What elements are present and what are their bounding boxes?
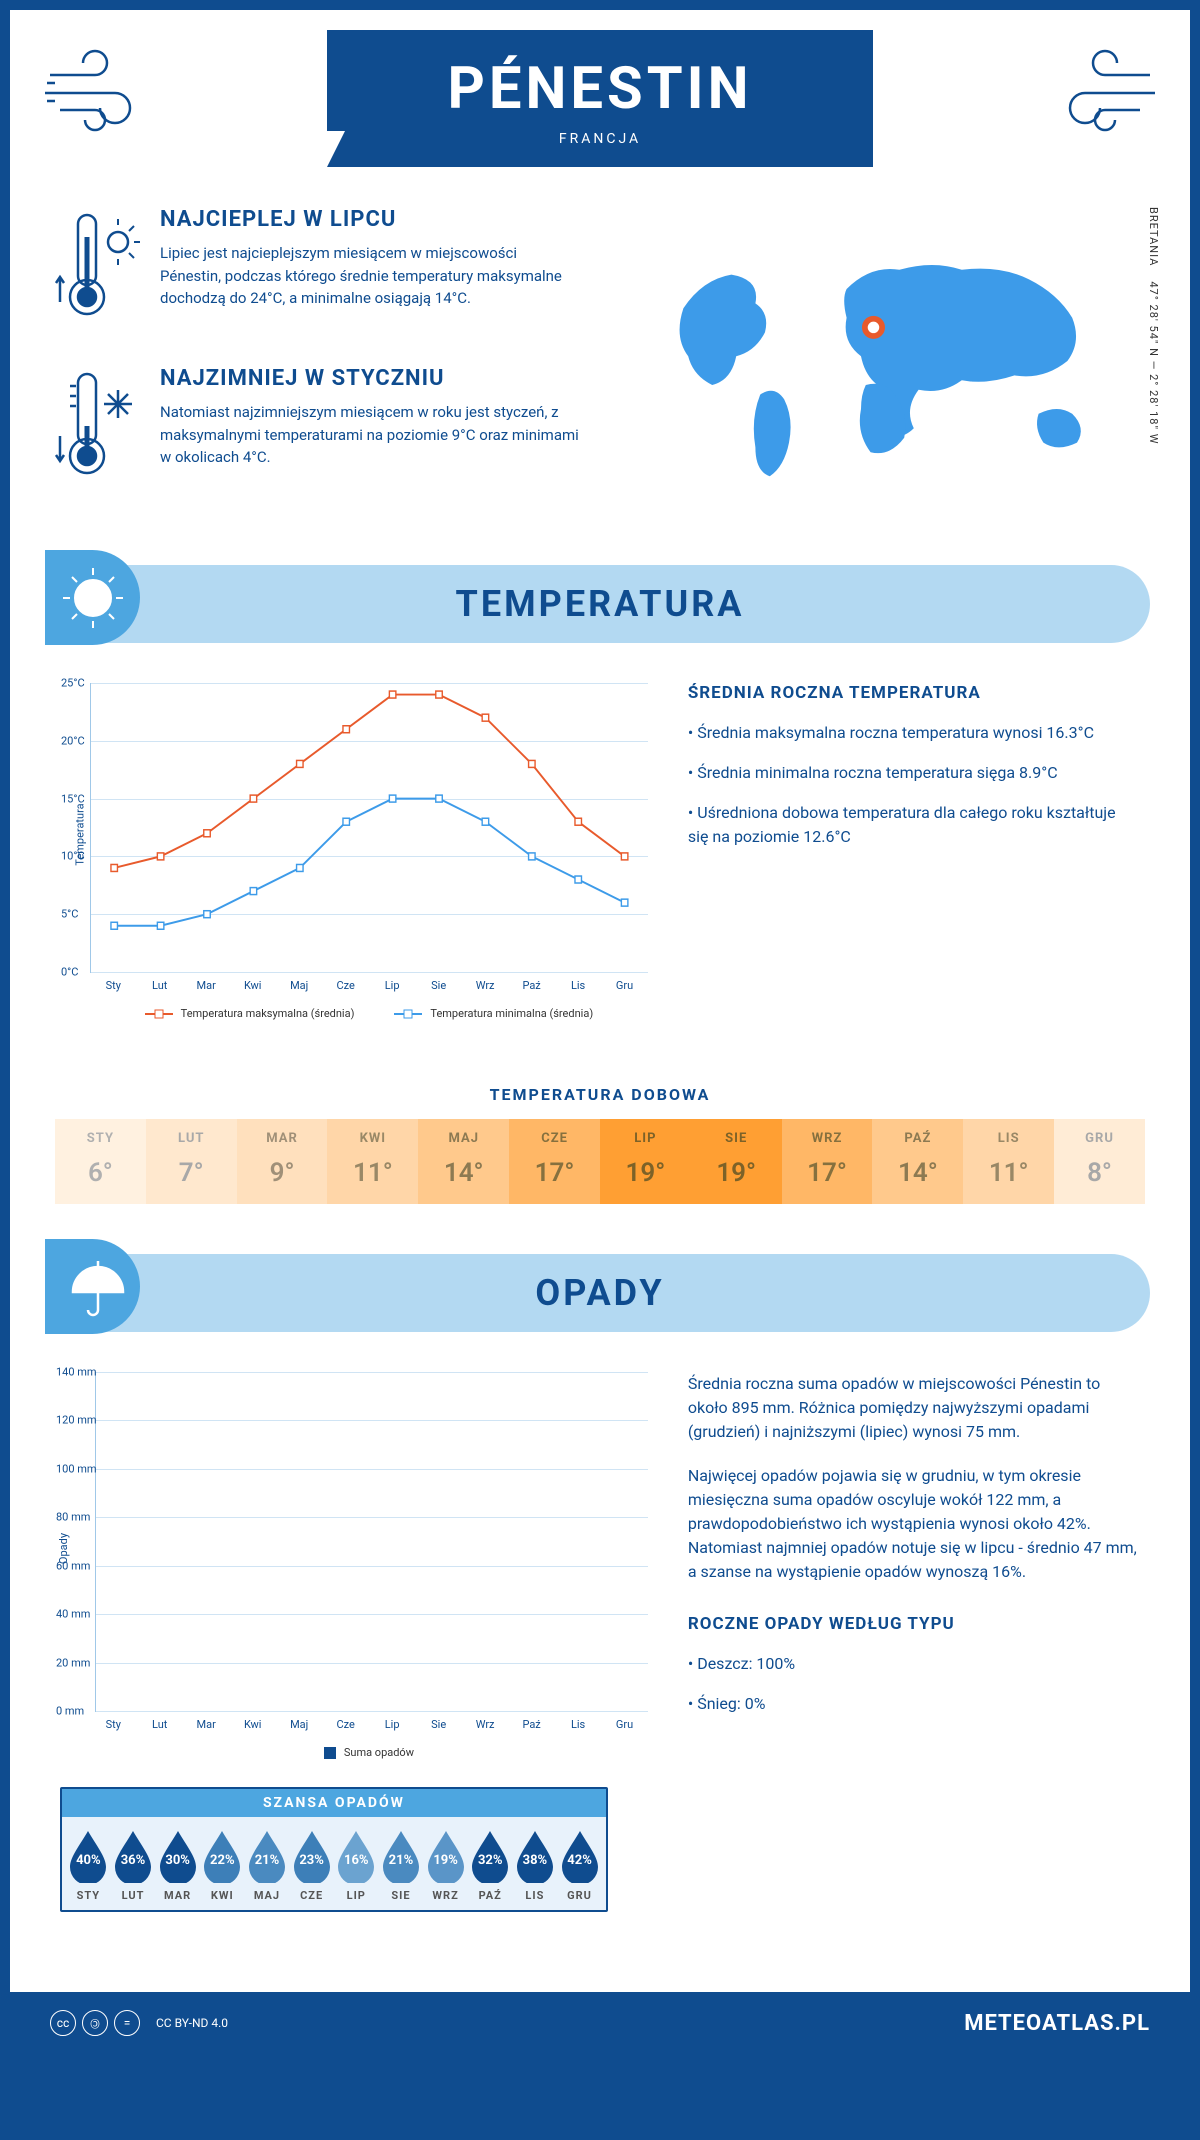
country-name: FRANCJA	[447, 131, 752, 147]
coldest-text: Natomiast najzimniejszym miesiącem w rok…	[160, 401, 580, 469]
daily-temp-table: STY6°LUT7°MAR9°KWI11°MAJ14°CZE17°LIP19°S…	[55, 1119, 1145, 1204]
temp-chart-area: Temperatura 0°C5°C10°C15°C20°C25°C StyLu…	[10, 643, 1190, 1060]
thermometer-hot-icon	[50, 207, 140, 331]
nd-icon: =	[114, 2010, 140, 2036]
coordinates: BRETANIA 47° 28' 54" N — 2° 28' 18" W	[1147, 207, 1160, 445]
temp-legend: Temperatura maksymalna (średnia) Tempera…	[90, 1007, 648, 1020]
temp-info: ŚREDNIA ROCZNA TEMPERATURA • Średnia mak…	[688, 683, 1140, 1020]
title-ribbon: PÉNESTIN FRANCJA	[327, 30, 872, 167]
header: PÉNESTIN FRANCJA	[10, 10, 1190, 207]
footer: cc 🄯 = CC BY-ND 4.0 METEOATLAS.PL	[10, 1992, 1190, 2054]
by-icon: 🄯	[82, 2010, 108, 2036]
rain-chance-table: SZANSA OPADÓW 40%STY36%LUT30%MAR22%KWI21…	[60, 1787, 608, 1912]
city-name: PÉNESTIN	[447, 55, 752, 123]
warmest-text: Lipiec jest najcieplejszym miesiącem w m…	[160, 242, 580, 310]
coldest-fact: NAJZIMNIEJ W STYCZNIU Natomiast najzimni…	[50, 366, 580, 490]
coldest-title: NAJZIMNIEJ W STYCZNIU	[160, 366, 580, 391]
rain-section-title: OPADY	[50, 1254, 1150, 1332]
cc-icon: cc	[50, 2010, 76, 2036]
license: cc 🄯 = CC BY-ND 4.0	[50, 2010, 228, 2036]
wind-icon	[1035, 45, 1155, 135]
temp-section-title: TEMPERATURA	[50, 565, 1150, 643]
warmest-title: NAJCIEPLEJ W LIPCU	[160, 207, 580, 232]
world-map: BRETANIA 47° 28' 54" N — 2° 28' 18" W	[620, 207, 1150, 525]
precipitation-bar-chart: Opady 0 mm20 mm40 mm60 mm80 mm100 mm120 …	[95, 1372, 648, 1712]
temperature-line-chart: Temperatura 0°C5°C10°C15°C20°C25°C	[90, 683, 648, 973]
intro-section: NAJCIEPLEJ W LIPCU Lipiec jest najcieple…	[10, 207, 1190, 565]
daily-temp-title: TEMPERATURA DOBOWA	[10, 1085, 1190, 1104]
warmest-fact: NAJCIEPLEJ W LIPCU Lipiec jest najcieple…	[50, 207, 580, 331]
sun-icon	[45, 550, 140, 645]
thermometer-cold-icon	[50, 366, 140, 490]
wind-icon	[45, 45, 165, 135]
rain-info: Średnia roczna suma opadów w miejscowośc…	[688, 1372, 1140, 1912]
umbrella-icon	[45, 1239, 140, 1334]
page: PÉNESTIN FRANCJA NAJCIEPLEJ W LIPCU Lipi…	[10, 10, 1190, 2054]
site-name: METEOATLAS.PL	[964, 2011, 1150, 2036]
rain-chart-area: Opady 0 mm20 mm40 mm60 mm80 mm100 mm120 …	[10, 1332, 1190, 1952]
rain-legend: Suma opadów	[90, 1746, 648, 1759]
